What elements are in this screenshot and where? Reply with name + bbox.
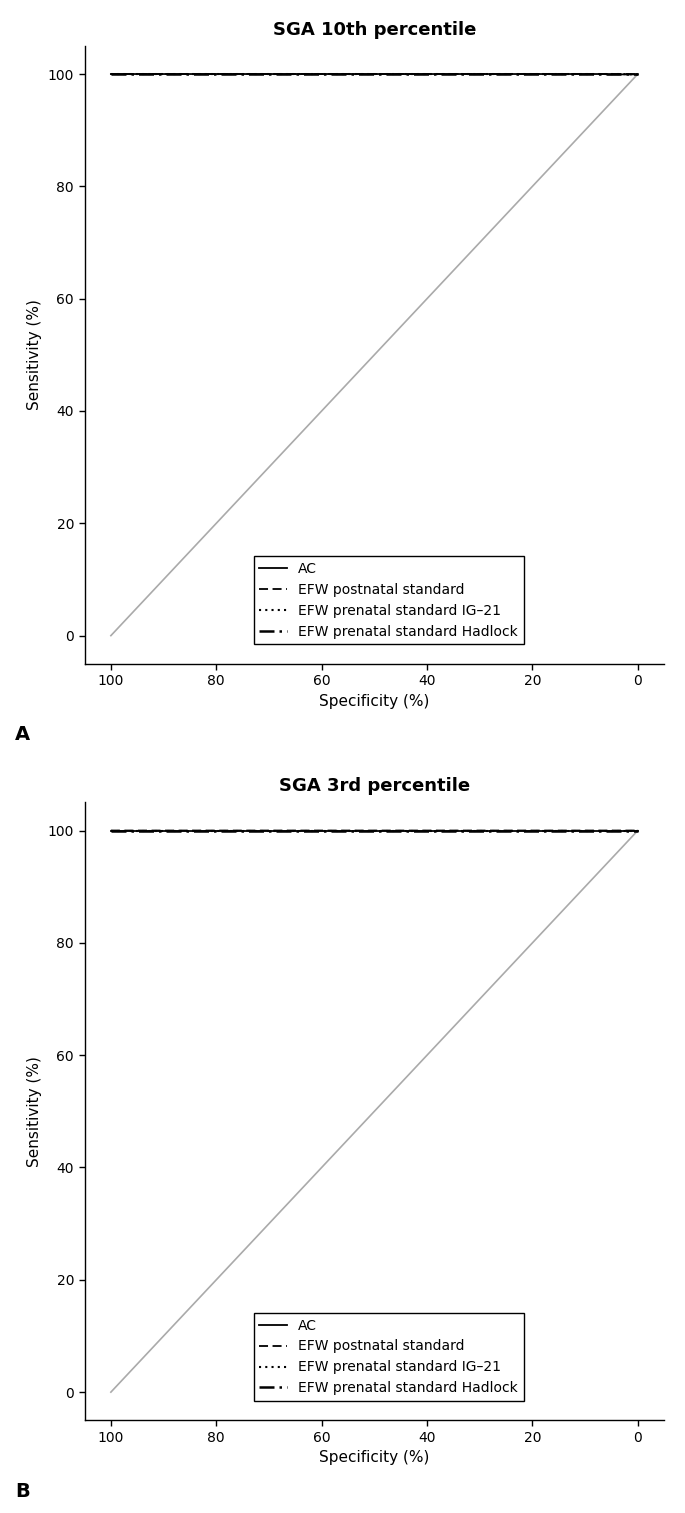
Y-axis label: Sensitivity (%): Sensitivity (%)	[27, 300, 42, 410]
Legend: AC, EFW postnatal standard, EFW prenatal standard IG–21, EFW prenatal standard H: AC, EFW postnatal standard, EFW prenatal…	[253, 557, 523, 645]
Y-axis label: Sensitivity (%): Sensitivity (%)	[27, 1056, 42, 1167]
X-axis label: Specificity (%): Specificity (%)	[319, 1449, 429, 1465]
Text: B: B	[15, 1483, 29, 1501]
Text: A: A	[15, 726, 30, 744]
Title: SGA 10th percentile: SGA 10th percentile	[273, 21, 476, 39]
Legend: AC, EFW postnatal standard, EFW prenatal standard IG–21, EFW prenatal standard H: AC, EFW postnatal standard, EFW prenatal…	[253, 1313, 523, 1401]
Title: SGA 3rd percentile: SGA 3rd percentile	[279, 778, 470, 796]
X-axis label: Specificity (%): Specificity (%)	[319, 693, 429, 708]
